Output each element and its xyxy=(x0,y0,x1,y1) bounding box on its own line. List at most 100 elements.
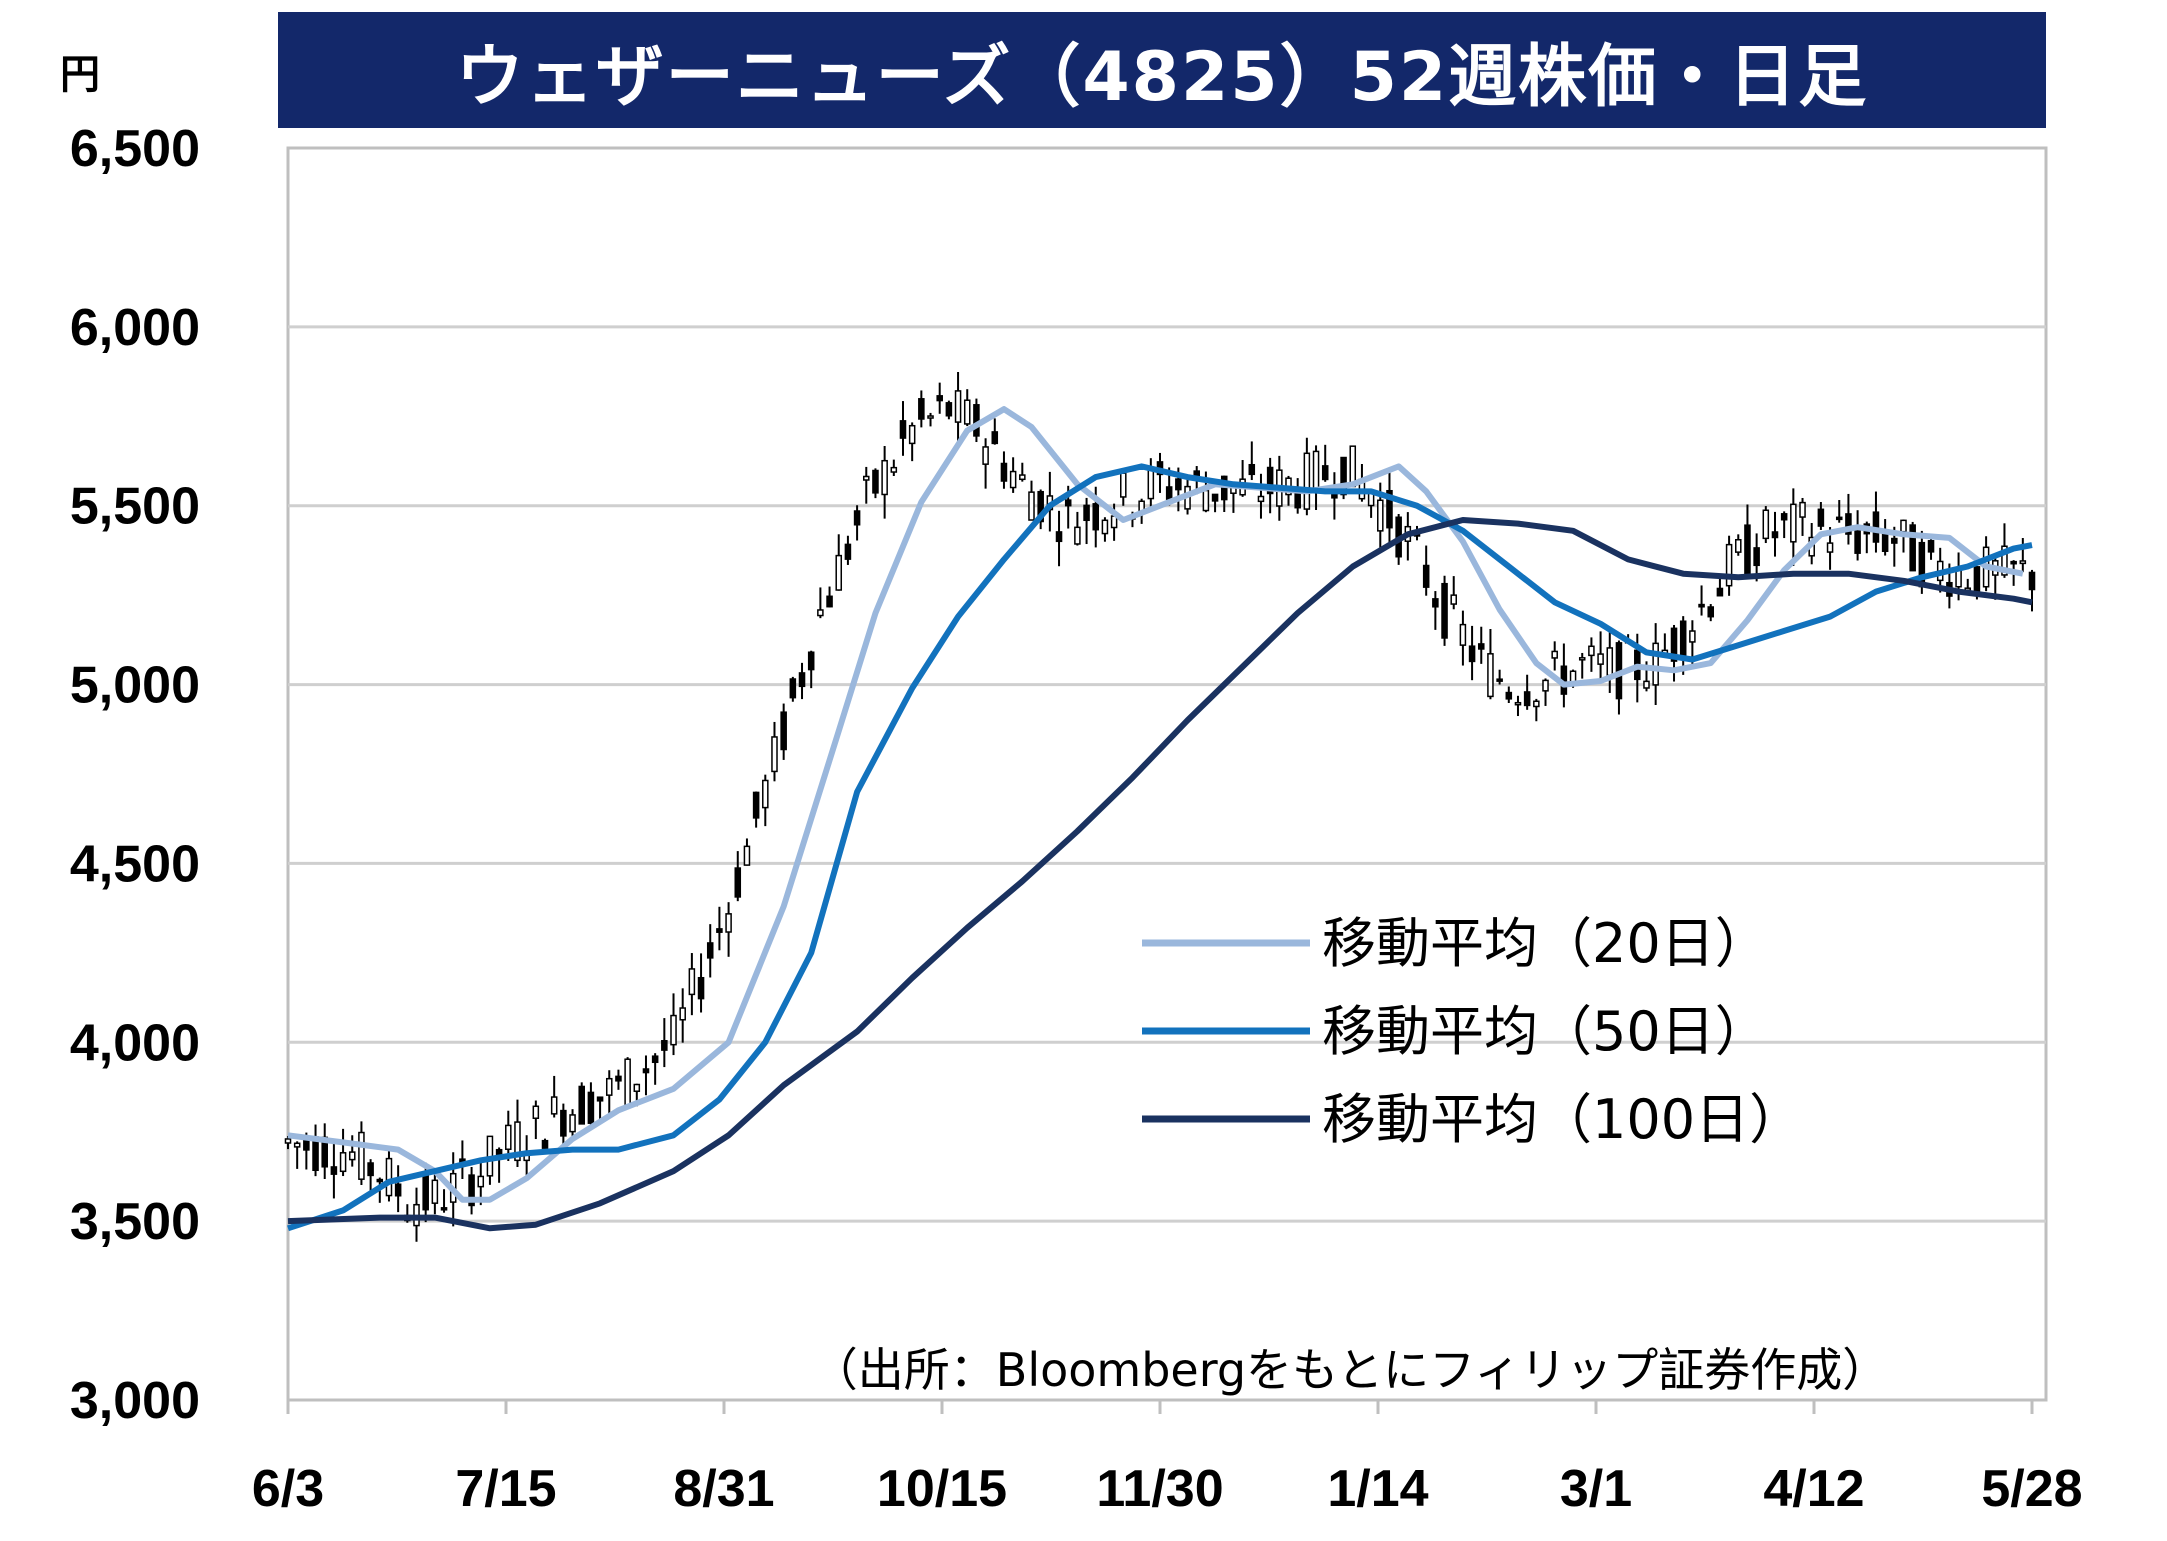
candle-body xyxy=(1790,503,1797,543)
candle-body xyxy=(2019,560,2027,565)
legend: 移動平均（20日） 移動平均（50日） 移動平均（100日） xyxy=(1142,912,1803,1151)
candle-body xyxy=(1432,598,1439,608)
candle-body xyxy=(734,867,742,898)
candle-body xyxy=(2001,545,2008,576)
candle-body xyxy=(1450,594,1458,605)
candle-body xyxy=(862,475,870,481)
candle-body xyxy=(963,399,971,425)
candle-body xyxy=(376,1178,384,1183)
candle-body xyxy=(697,976,705,1000)
candle-body xyxy=(908,424,916,445)
candle-body xyxy=(440,1207,448,1211)
candle-body xyxy=(1386,489,1393,529)
candle-body xyxy=(991,431,999,445)
candle-body xyxy=(789,678,797,699)
candle-body xyxy=(284,1138,292,1144)
axes: 6,500 6,000 5,500 5,000 4,500 4,000 3,500 3,000… xyxy=(70,120,2083,1518)
candle-body xyxy=(633,1083,641,1092)
candle-body xyxy=(1909,524,1916,572)
candle-body xyxy=(1891,537,1898,544)
candle-body xyxy=(339,1152,347,1173)
candle-body xyxy=(780,711,787,751)
source-note: （出所：Bloombergをもとにフィリップ証券作成） xyxy=(812,1343,1888,1397)
candle-body xyxy=(1055,531,1063,543)
candle-body xyxy=(973,404,980,437)
candle-body xyxy=(918,398,925,420)
candle-body xyxy=(807,651,815,671)
candle-body xyxy=(578,1085,586,1125)
candle-body xyxy=(1578,657,1586,661)
candle-body xyxy=(1753,547,1760,567)
x-tick-label: 5/28 xyxy=(1981,1460,2082,1518)
candle-body xyxy=(835,554,843,591)
candle-body xyxy=(303,1138,310,1151)
candle-body xyxy=(725,913,732,933)
legend-label-3: 移動平均（100日） xyxy=(1322,1088,1803,1151)
candle-body xyxy=(936,395,943,402)
candle-body xyxy=(1312,450,1320,493)
candle-body xyxy=(1303,452,1311,510)
candle-body xyxy=(945,402,953,417)
candle-body xyxy=(1771,531,1779,539)
x-tick-label: 3/1 xyxy=(1560,1460,1632,1518)
y-tick-label: 5,000 xyxy=(70,657,200,715)
candle-body xyxy=(688,968,696,996)
x-tick-label: 7/15 xyxy=(455,1460,556,1518)
candle-body xyxy=(1000,462,1008,482)
candle-body xyxy=(514,1121,521,1162)
candle-body xyxy=(1716,587,1724,597)
candle-body xyxy=(1028,491,1035,521)
candle-body xyxy=(1441,582,1448,639)
x-tick-label: 8/31 xyxy=(673,1460,774,1518)
candle-body xyxy=(642,1068,650,1074)
candle-body xyxy=(890,466,898,473)
candle-body xyxy=(477,1175,485,1188)
candle-body xyxy=(1422,564,1430,588)
candle-body xyxy=(1211,493,1219,502)
candle-body xyxy=(1854,530,1861,554)
y-tick-label: 4,000 xyxy=(70,1014,200,1072)
candle-body xyxy=(1340,456,1347,496)
candle-body xyxy=(1523,691,1531,707)
candle-body xyxy=(1037,490,1044,523)
candle-body xyxy=(1377,499,1384,532)
candle-body xyxy=(1459,623,1467,646)
candle-body xyxy=(1248,463,1256,476)
candle-body xyxy=(348,1151,356,1161)
candle-body xyxy=(1202,489,1210,512)
candle-body xyxy=(1477,643,1485,650)
y-tick-label: 3,000 xyxy=(70,1372,200,1430)
candle-body xyxy=(1606,647,1614,677)
y-tick-label: 6,500 xyxy=(70,120,200,178)
candle-body xyxy=(1780,513,1788,521)
candle-body xyxy=(798,672,806,688)
candle-body xyxy=(899,420,907,439)
candle-body xyxy=(1487,653,1494,698)
x-tick-label: 6/3 xyxy=(252,1460,324,1518)
candle-body xyxy=(651,1055,659,1064)
candle-body xyxy=(1835,516,1843,521)
candle-body xyxy=(771,736,778,773)
y-tick-label: 3,500 xyxy=(70,1193,200,1251)
candle-body xyxy=(853,510,861,526)
candle-body xyxy=(587,1091,595,1124)
candle-body xyxy=(330,1166,338,1175)
candle-body xyxy=(505,1124,512,1150)
candle-body xyxy=(422,1172,429,1211)
candle-body xyxy=(872,469,879,494)
y-tick-label: 5,500 xyxy=(70,478,200,536)
candle-body xyxy=(605,1077,613,1096)
candle-body xyxy=(1670,627,1678,662)
candle-body xyxy=(661,1040,668,1051)
candle-body xyxy=(367,1162,374,1177)
x-tick-label: 4/12 xyxy=(1763,1460,1864,1518)
candle-body xyxy=(844,543,852,560)
candle-body xyxy=(541,1139,549,1149)
candle-body xyxy=(550,1096,558,1115)
candle-body xyxy=(762,779,769,809)
candle-body xyxy=(706,942,714,959)
x-tick-label: 11/30 xyxy=(1096,1460,1223,1518)
candle-body xyxy=(1551,650,1558,659)
candle-body xyxy=(1698,603,1705,608)
